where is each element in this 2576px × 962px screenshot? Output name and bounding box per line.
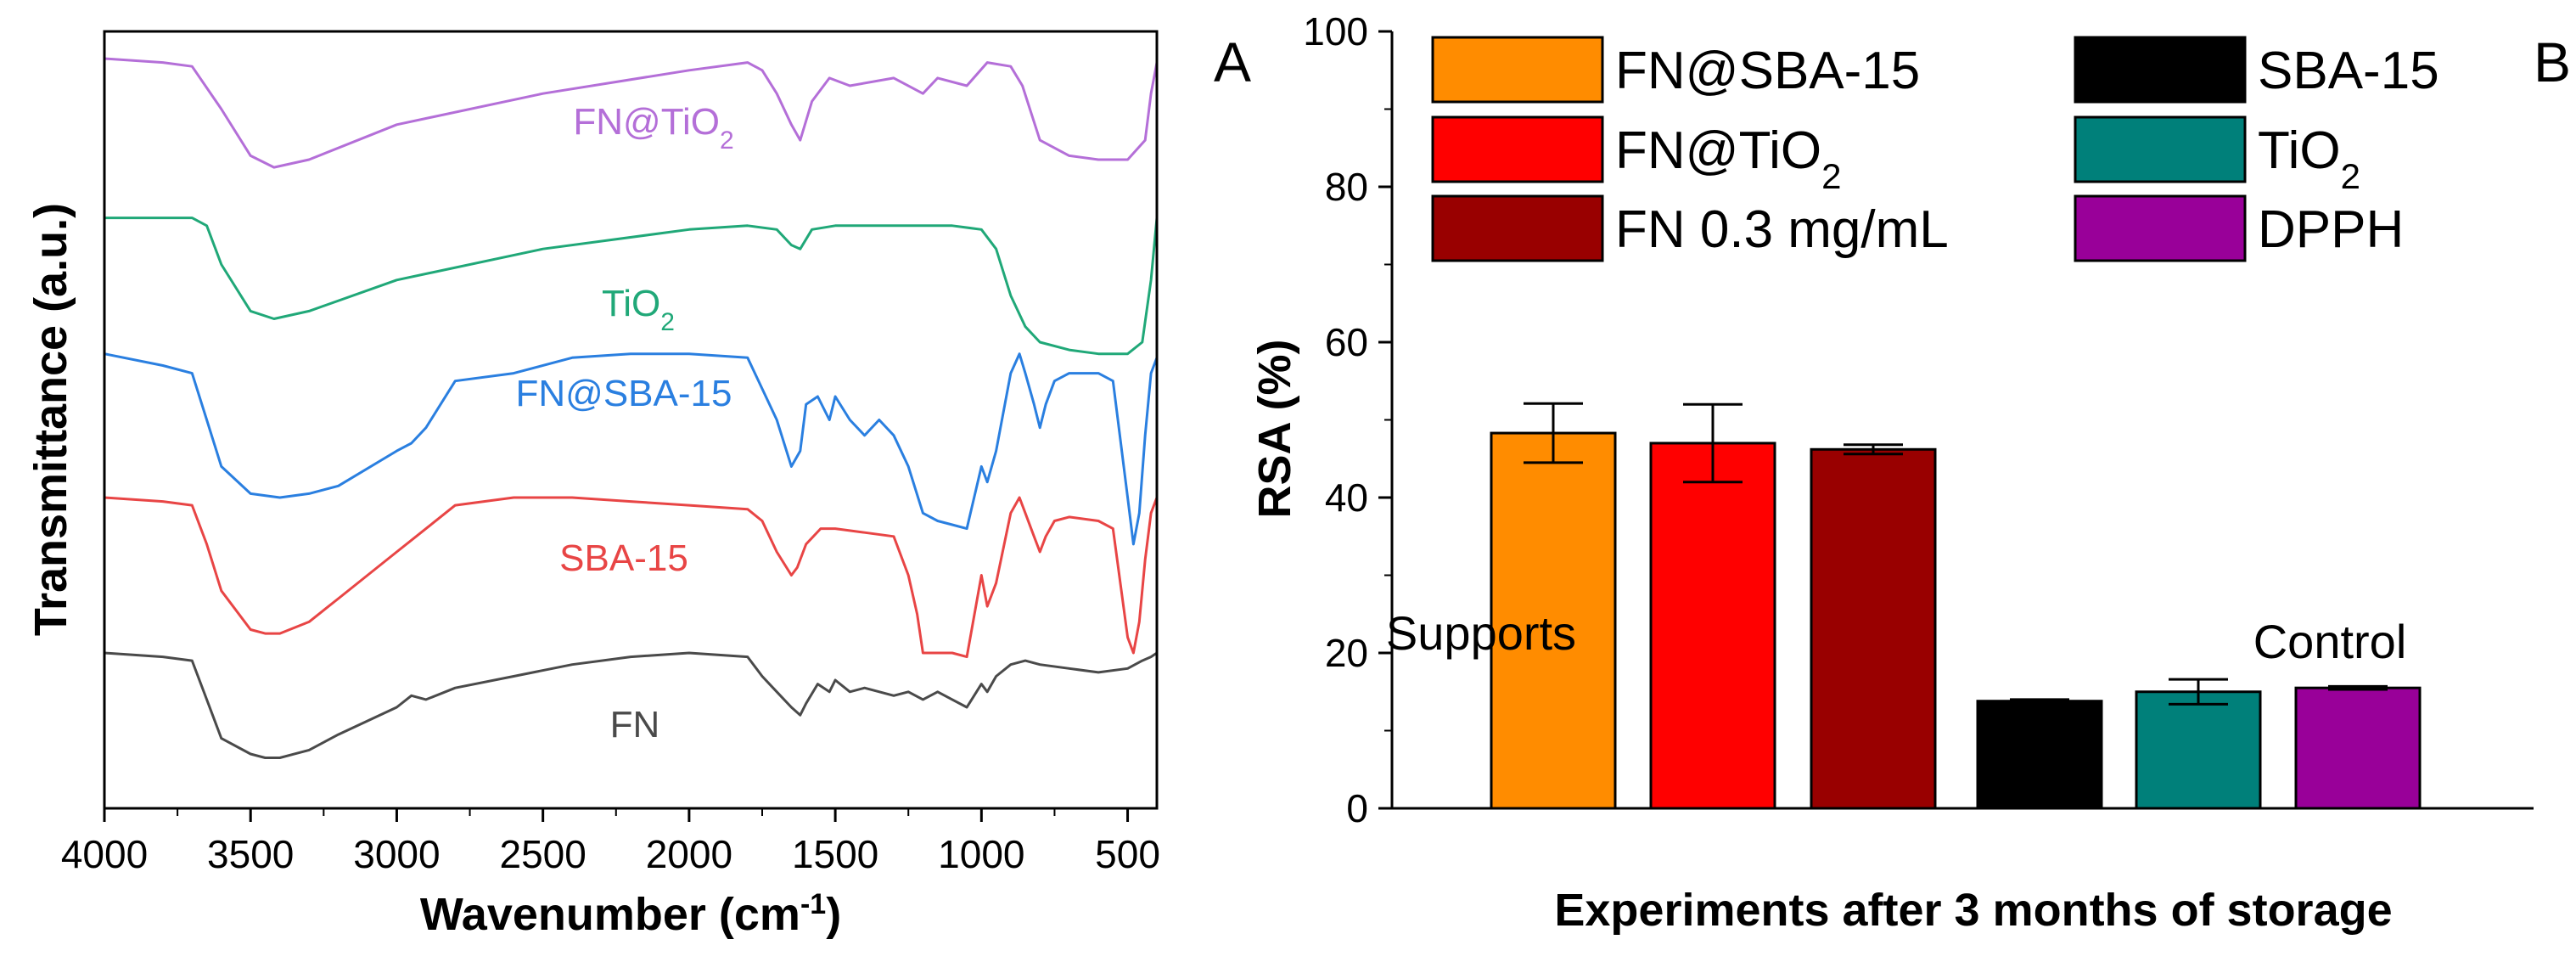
ftir-x-axis-title: Wavenumber (cm-1): [420, 888, 841, 940]
rsa-y-tick-label: 60: [1325, 320, 1368, 364]
ftir-series-label-sba-15: SBA-15: [559, 537, 688, 579]
rsa-y-tick-label: 40: [1325, 475, 1368, 520]
bar-fn-sba-15: [1490, 431, 1617, 810]
legend-swatch-dpph: [2074, 194, 2247, 262]
rsa-y-axis-title: RSA (%): [1249, 340, 1300, 519]
legend-label-fn-tio2: FN@TiO2: [1615, 121, 1842, 196]
group-label-supports: Supports: [1386, 606, 1576, 660]
ftir-x-tick-label: 500: [1095, 832, 1160, 876]
ftir-plot-frame: [103, 30, 1159, 810]
ftir-y-axis-title: Transmittance (a.u.): [25, 203, 76, 636]
ftir-series-label-fn-sba-15: FN@SBA-15: [516, 373, 732, 414]
legend-label-fn-0-3-mg-ml: FN 0.3 mg/mL: [1615, 200, 1949, 259]
rsa-y-tick-label: 100: [1303, 9, 1368, 53]
ftir-series-label-tio2: TiO2: [602, 283, 675, 336]
ftir-series-label-fn: FN: [610, 704, 660, 745]
ftir-x-tick-label: 2000: [646, 832, 732, 876]
ftir-line-fn: [104, 651, 1158, 759]
legend-label-dpph: DPPH: [2258, 200, 2404, 259]
panel-letter-a: A: [1214, 31, 1251, 93]
bar-fn-tio2: [1649, 442, 1776, 810]
rsa-y-tick-label: 20: [1325, 631, 1368, 675]
ftir-x-tick-label: 2500: [499, 832, 586, 876]
ftir-x-tick-label: 1000: [938, 832, 1024, 876]
ftir-x-tick-label: 4000: [61, 832, 148, 876]
legend-swatch-tio2: [2074, 115, 2247, 183]
panel-letter-b: B: [2534, 31, 2571, 93]
legend-label-fn-sba-15: FN@SBA-15: [1615, 42, 1920, 100]
ftir-line-fn-tio2: [104, 57, 1159, 169]
bar-fn-0-3-mg-ml: [1810, 447, 1937, 810]
ftir-line-tio2: [104, 217, 1159, 356]
bar-sba-15: [1976, 700, 2103, 810]
legend-swatch-fn-tio2: [1431, 115, 1604, 183]
rsa-y-tick-label: 80: [1325, 165, 1368, 209]
bar-tio2: [2135, 690, 2262, 810]
ftir-series-label-fn-tio2: FN@TiO2: [573, 101, 733, 155]
ftir-x-tick-label: 3500: [207, 832, 294, 876]
legend-swatch-fn-sba-15: [1431, 36, 1604, 104]
legend-swatch-fn-0-3-mg-ml: [1431, 194, 1604, 262]
ftir-line-fn-sba-15: [104, 352, 1159, 546]
ftir-line-sba-15: [104, 496, 1159, 659]
ftir-chart: A 4000 3500 3000 2500 2000 1500 1000 500 FN@TiO…: [25, 30, 1251, 940]
legend-label-sba-15: SBA-15: [2258, 42, 2439, 100]
group-label-control: Control: [2253, 615, 2407, 668]
rsa-x-axis-title: Experiments after 3 months of storage: [1554, 885, 2392, 936]
bar-dpph: [2294, 686, 2422, 810]
ftir-x-tick-label: 1500: [792, 832, 878, 876]
rsa-y-tick-label: 0: [1346, 786, 1368, 830]
legend-swatch-sba-15: [2074, 36, 2247, 104]
ftir-x-tick-label: 3000: [353, 832, 440, 876]
legend-label-tio2: TiO2: [2258, 121, 2360, 196]
